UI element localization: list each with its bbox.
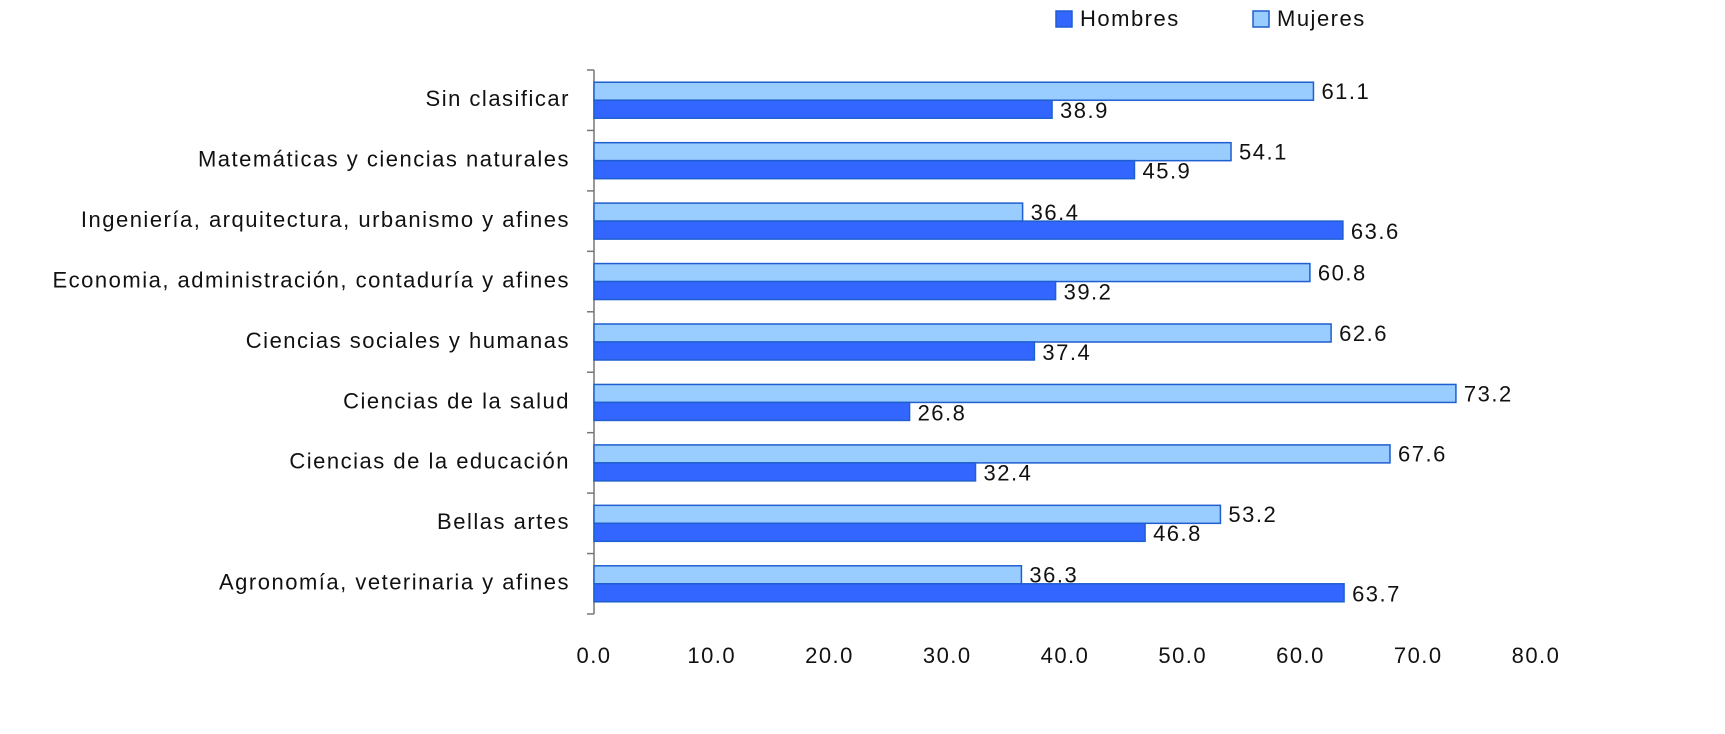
bar bbox=[593, 522, 1146, 543]
bar bbox=[593, 81, 1315, 101]
y-tick-label: Ciencias de la salud bbox=[343, 388, 570, 413]
bar bbox=[593, 262, 1311, 283]
x-tick-label: 10.0 bbox=[687, 643, 736, 668]
value-label: 53.2 bbox=[1228, 502, 1277, 527]
bar bbox=[593, 444, 1391, 464]
legend-swatch bbox=[1252, 10, 1270, 28]
bar bbox=[593, 504, 1222, 525]
bar bbox=[593, 323, 1332, 343]
y-tick-label: Sin clasificar bbox=[426, 86, 570, 111]
y-tick-label: Ciencias de la educación bbox=[289, 449, 570, 474]
value-label: 39.2 bbox=[1064, 279, 1113, 304]
value-label: 61.1 bbox=[1321, 79, 1370, 104]
x-tick-label: 50.0 bbox=[1158, 643, 1207, 668]
bar bbox=[593, 565, 1023, 585]
bar bbox=[593, 99, 1053, 119]
bar bbox=[593, 220, 1344, 240]
value-label: 60.8 bbox=[1318, 260, 1367, 285]
value-label: 62.6 bbox=[1339, 321, 1388, 346]
y-tick-label: Ingeniería, arquitectura, urbanismo y af… bbox=[81, 207, 570, 232]
bar bbox=[593, 462, 977, 482]
y-tick-label: Bellas artes bbox=[437, 509, 570, 534]
bar bbox=[593, 202, 1024, 222]
x-tick-label: 0.0 bbox=[576, 643, 611, 668]
bar bbox=[593, 341, 1036, 361]
value-label: 63.6 bbox=[1351, 219, 1400, 244]
x-tick-label: 80.0 bbox=[1512, 643, 1561, 668]
y-tick-label: Economia, administración, contaduría y a… bbox=[52, 267, 570, 292]
x-tick-label: 20.0 bbox=[805, 643, 854, 668]
bar bbox=[593, 159, 1136, 180]
legend-swatch bbox=[1055, 10, 1073, 28]
value-label: 63.7 bbox=[1352, 582, 1401, 607]
value-label: 54.1 bbox=[1239, 139, 1288, 164]
bar bbox=[593, 383, 1457, 404]
value-label: 32.4 bbox=[984, 461, 1033, 486]
y-tick-label: Agronomía, veterinaria y afines bbox=[219, 570, 570, 595]
bar bbox=[593, 583, 1345, 603]
value-label: 73.2 bbox=[1464, 381, 1513, 406]
x-tick-label: 40.0 bbox=[1041, 643, 1090, 668]
x-tick-label: 60.0 bbox=[1276, 643, 1325, 668]
bar bbox=[593, 280, 1057, 301]
value-label: 67.6 bbox=[1398, 442, 1447, 467]
bar bbox=[593, 401, 911, 422]
y-tick-label: Matemáticas y ciencias naturales bbox=[198, 146, 570, 171]
value-label: 45.9 bbox=[1142, 158, 1191, 183]
value-label: 38.9 bbox=[1060, 98, 1109, 123]
legend-label: Hombres bbox=[1080, 6, 1180, 31]
value-label: 37.4 bbox=[1042, 340, 1091, 365]
value-label: 26.8 bbox=[918, 400, 967, 425]
bar bbox=[593, 141, 1232, 162]
x-tick-label: 30.0 bbox=[923, 643, 972, 668]
y-tick-label: Ciencias sociales y humanas bbox=[246, 328, 570, 353]
x-tick-label: 70.0 bbox=[1394, 643, 1443, 668]
value-label: 46.8 bbox=[1153, 521, 1202, 546]
legend-label: Mujeres bbox=[1277, 6, 1366, 31]
